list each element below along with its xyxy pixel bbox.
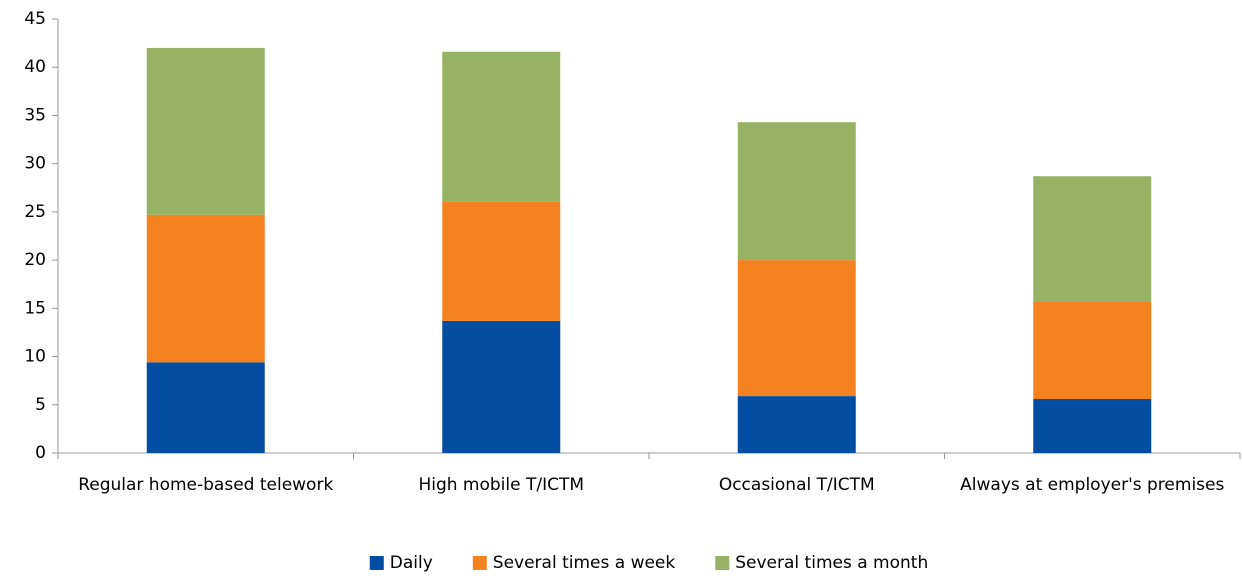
bar-segment (146, 47, 265, 215)
y-tick-label: 20 (24, 250, 46, 270)
bar-segment (1033, 301, 1152, 399)
x-tick-label: High mobile T/ICTM (418, 475, 584, 495)
x-tick-label: Occasional T/ICTM (719, 475, 875, 495)
bar-segment (442, 320, 561, 453)
y-tick-label: 30 (24, 154, 46, 174)
y-tick-label: 15 (24, 298, 46, 318)
bar-segment (442, 51, 561, 202)
legend-swatch (715, 556, 730, 570)
legend-swatch (369, 556, 384, 570)
y-tick-label: 35 (24, 105, 46, 125)
y-tick-label: 40 (24, 57, 46, 77)
y-tick-label: 10 (24, 347, 46, 367)
bar-segment (737, 122, 856, 261)
y-tick-label: 45 (24, 9, 46, 29)
bar-segment (1033, 176, 1152, 302)
bar-segment (1033, 398, 1152, 453)
bar-segment (442, 201, 561, 321)
legend-label: Daily (390, 553, 433, 573)
y-tick-label: 0 (35, 443, 46, 463)
bar-segment (146, 214, 265, 363)
bar-segment (146, 362, 265, 453)
legend-swatch (472, 556, 487, 570)
legend-label: Several times a week (493, 553, 676, 573)
y-tick-label: 25 (24, 202, 46, 222)
legend-label: Several times a month (735, 553, 928, 573)
bar-segment (737, 260, 856, 397)
x-tick-label: Regular home-based telework (78, 475, 333, 495)
x-tick-label: Always at employer's premises (960, 475, 1224, 495)
bar-segment (737, 396, 856, 453)
y-tick-label: 5 (35, 395, 46, 415)
